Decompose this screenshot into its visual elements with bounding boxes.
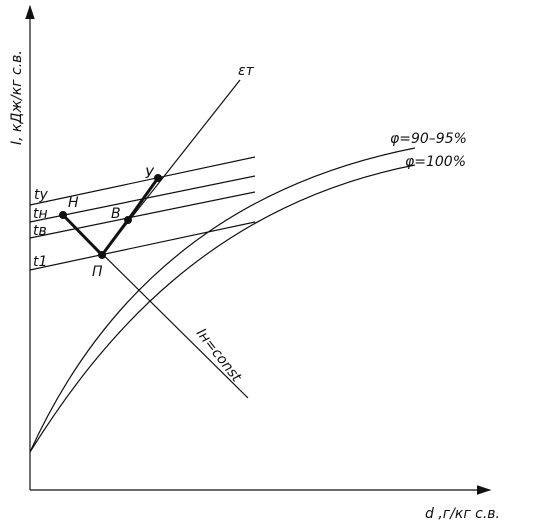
- humidity-curve-label: φ=100%: [405, 154, 466, 170]
- humidity-curve-label: φ=90–95%: [390, 131, 467, 147]
- point-label: Н: [68, 195, 79, 211]
- enthalpy-line-label: Iн=const: [193, 326, 245, 386]
- isotherm-label: tн: [33, 206, 48, 222]
- isotherm: [29, 221, 256, 271]
- point: [59, 211, 67, 219]
- isotherm-label: tв: [33, 223, 47, 239]
- point: [98, 251, 106, 259]
- y-axis-label: I, кДж/кг с.в.: [9, 50, 25, 145]
- process-path: [61, 177, 160, 258]
- point: [154, 174, 162, 182]
- process-line-label: εт: [238, 63, 255, 79]
- point: [124, 216, 132, 224]
- x-axis-label: d ,г/кг с.в.: [425, 506, 500, 522]
- isotherm: [29, 156, 256, 206]
- isotherm-label: tу: [34, 187, 48, 203]
- isotherm-label: t1: [33, 254, 47, 270]
- isotherm: [29, 191, 256, 239]
- point-label: П: [92, 264, 103, 280]
- humidity-curve: [29, 147, 416, 453]
- humidity-curve: [29, 164, 416, 453]
- point-label: У: [145, 166, 155, 182]
- point-label: В: [111, 206, 121, 222]
